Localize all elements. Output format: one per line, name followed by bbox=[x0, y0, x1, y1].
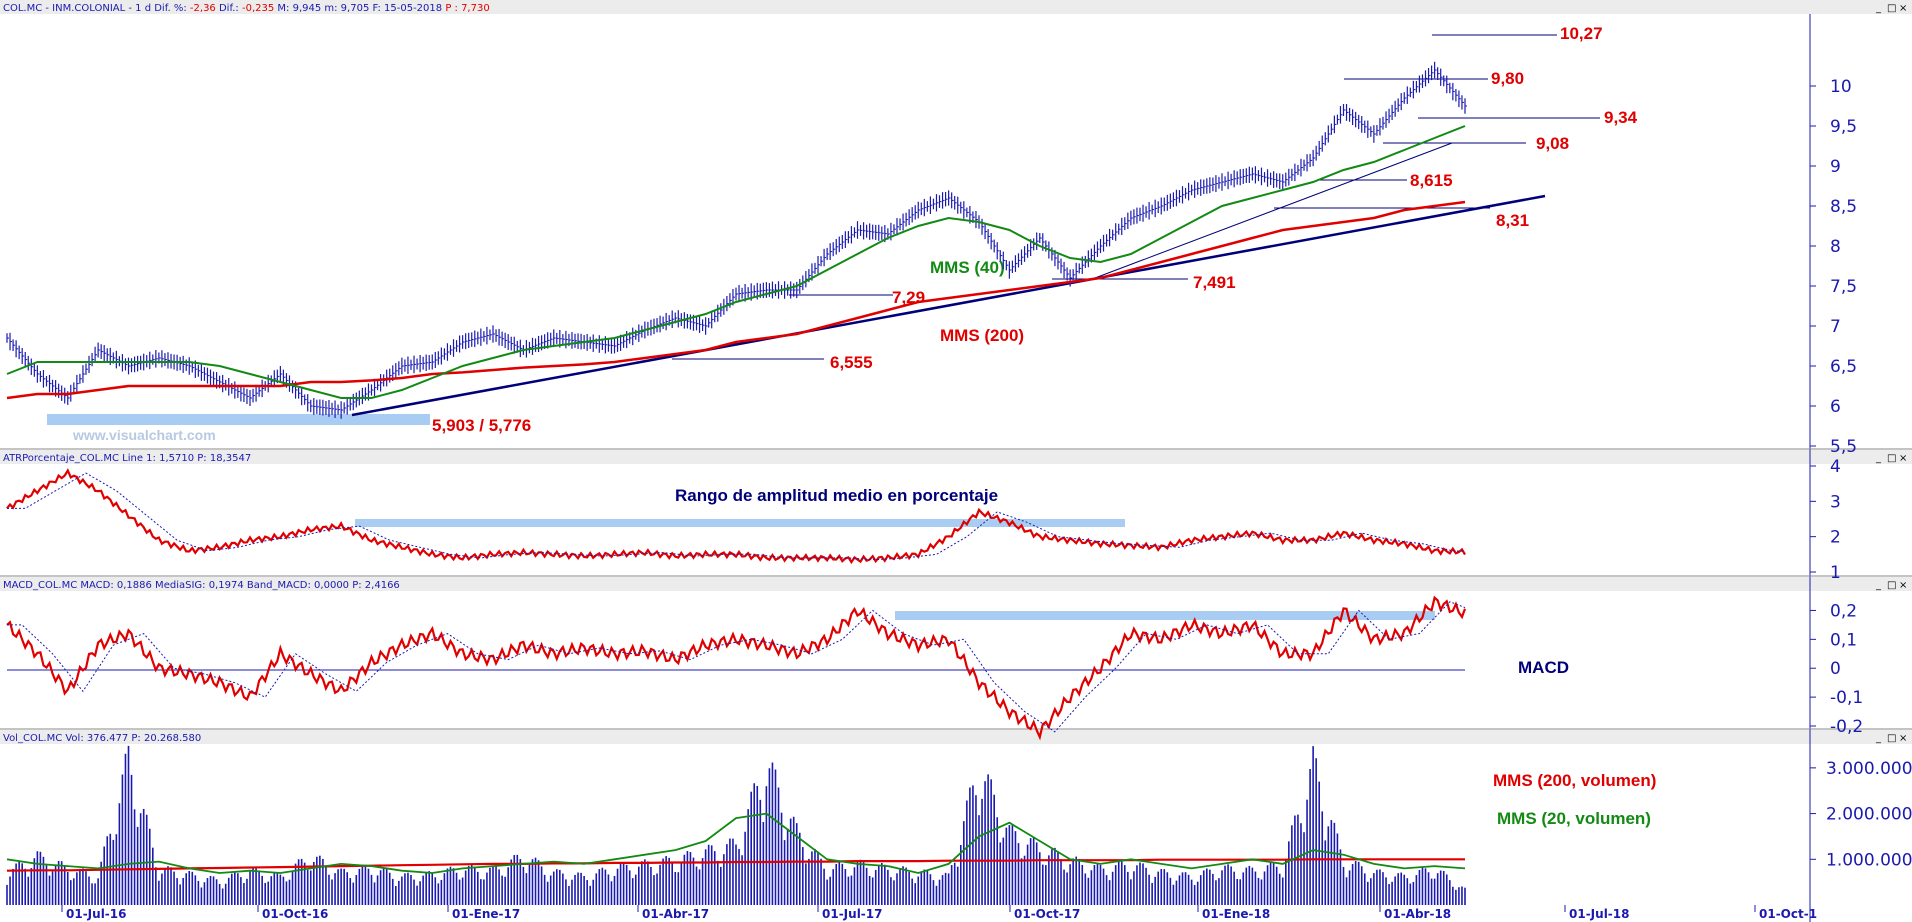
vol-ma20-line bbox=[6, 812, 1466, 874]
y-tick-label: 7,5 bbox=[1830, 277, 1857, 297]
label-9-34: 9,34 bbox=[1604, 108, 1638, 127]
minimize-icon[interactable]: _ bbox=[1875, 580, 1882, 591]
atr-y-tick-label: 2 bbox=[1830, 528, 1841, 548]
atr-y-tick-label: 3 bbox=[1830, 492, 1841, 512]
minimize-icon[interactable]: _ bbox=[1875, 733, 1882, 744]
atr-panel-title: Rango de amplitud medio en porcentaje bbox=[675, 486, 998, 505]
macd-y-tick-label: 0,2 bbox=[1830, 601, 1857, 621]
macd-panel-header-bar bbox=[0, 577, 1912, 591]
minimize-icon[interactable]: _ bbox=[1875, 3, 1882, 14]
x-tick-label: 01-Jul-17 bbox=[822, 907, 882, 921]
secondary-trendline bbox=[1094, 142, 1453, 279]
atr-window-controls[interactable]: _ □ × bbox=[1875, 453, 1907, 464]
macd-y-tick-label: -0,2 bbox=[1830, 717, 1863, 737]
label-9-08: 9,08 bbox=[1536, 134, 1569, 153]
price-panel-header: COL.MC - INM.COLONIAL - 1 d Dif. %: -2,3… bbox=[3, 3, 490, 14]
vol-y-tick-label: 2.000.000 bbox=[1826, 805, 1912, 825]
maximize-icon[interactable]: □ bbox=[1887, 453, 1896, 464]
macd-window-controls[interactable]: _ □ × bbox=[1875, 580, 1907, 591]
vol-y-tick-label: 3.000.000 bbox=[1826, 759, 1912, 779]
x-tick-label: 01-Jul-16 bbox=[66, 907, 126, 921]
macd-panel-header: MACD_COL.MC MACD: 0,1886 MediaSIG: 0,197… bbox=[3, 580, 400, 591]
y-tick-label: 8,5 bbox=[1830, 197, 1857, 217]
atr-y-tick-label: 1 bbox=[1830, 563, 1841, 583]
label-8-31: 8,31 bbox=[1496, 211, 1529, 230]
vol-ma20-label: MMS (20, volumen) bbox=[1497, 809, 1651, 828]
close-icon[interactable]: × bbox=[1899, 3, 1907, 14]
label-7-491: 7,491 bbox=[1193, 273, 1236, 292]
y-tick-label: 5,5 bbox=[1830, 437, 1857, 457]
chart-marks: 109,598,587,576,565,501-Jul-16 01-Oct-16 0… bbox=[6, 61, 1912, 921]
atr-line bbox=[6, 468, 1466, 565]
close-icon[interactable]: × bbox=[1899, 580, 1907, 591]
ma200-line bbox=[6, 200, 1466, 400]
label-10-27: 10,27 bbox=[1560, 24, 1603, 43]
vol-ma200-label: MMS (200, volumen) bbox=[1493, 771, 1656, 790]
close-icon[interactable]: × bbox=[1899, 733, 1907, 744]
maximize-icon[interactable]: □ bbox=[1887, 580, 1896, 591]
x-tick-label: 01-Abr-17 bbox=[642, 907, 709, 921]
main-trendline bbox=[351, 194, 1546, 417]
vol-ma200-line bbox=[6, 858, 1465, 872]
minimize-icon[interactable]: _ bbox=[1875, 453, 1882, 464]
x-tick-label: 01-Abr-18 bbox=[1384, 907, 1451, 921]
close-icon[interactable]: × bbox=[1899, 453, 1907, 464]
vol-window-controls[interactable]: _ □ × bbox=[1875, 733, 1907, 744]
macd-y-tick-label: 0,1 bbox=[1830, 630, 1857, 650]
support-zone-highlight bbox=[47, 414, 430, 425]
macd-line bbox=[6, 595, 1467, 741]
x-tick-label: 01-Oct-1 bbox=[1759, 907, 1817, 921]
y-tick-label: 8 bbox=[1830, 237, 1841, 257]
maximize-icon[interactable]: □ bbox=[1887, 733, 1896, 744]
x-tick-label: 01-Oct-17 bbox=[1014, 907, 1080, 921]
macd-highlight-band bbox=[895, 611, 1435, 620]
atr-highlight-band bbox=[355, 519, 1125, 527]
label-5-903-5-776: 5,903 / 5,776 bbox=[432, 416, 531, 435]
atr-signal-line bbox=[7, 472, 1466, 561]
y-tick-label: 6,5 bbox=[1830, 357, 1857, 377]
vol-panel-header: Vol_COL.MC Vol: 376.477 P: 20.268.580 bbox=[3, 733, 201, 744]
ma40-line bbox=[6, 125, 1466, 399]
y-tick-label: 7 bbox=[1830, 317, 1841, 337]
x-tick-label: 01-Ene-17 bbox=[452, 907, 520, 921]
atr-panel-header: ATRPorcentaje_COL.MC Line 1: 1,5710 P: 1… bbox=[3, 453, 251, 464]
macd-panel-title: MACD bbox=[1518, 658, 1569, 677]
y-tick-label: 9,5 bbox=[1830, 117, 1857, 137]
maximize-icon[interactable]: □ bbox=[1887, 3, 1896, 14]
watermark: www.visualchart.com bbox=[72, 427, 216, 443]
label-8-615: 8,615 bbox=[1410, 171, 1453, 190]
label-mms-40: MMS (40) bbox=[930, 258, 1005, 277]
y-tick-label: 6 bbox=[1830, 397, 1841, 417]
atr-panel-header-bar bbox=[0, 450, 1912, 464]
label-6-555: 6,555 bbox=[830, 353, 873, 372]
vol-panel-header-bar bbox=[0, 730, 1912, 744]
price-window-controls[interactable]: _ □ × bbox=[1875, 3, 1907, 14]
x-tick-label: 01-Jul-18 bbox=[1569, 907, 1629, 921]
vol-y-tick-label: 1.000.000 bbox=[1826, 850, 1912, 870]
atr-y-tick-label: 4 bbox=[1830, 457, 1841, 477]
y-tick-label: 9 bbox=[1830, 157, 1841, 177]
label-9-80: 9,80 bbox=[1491, 69, 1524, 88]
price-panel-header-bar bbox=[0, 0, 1912, 14]
x-tick-label: 01-Oct-16 bbox=[262, 907, 328, 921]
x-tick-label: 01-Ene-18 bbox=[1202, 907, 1270, 921]
macd-y-tick-label: 0 bbox=[1830, 659, 1841, 679]
macd-y-tick-label: -0,1 bbox=[1830, 688, 1863, 708]
y-tick-label: 10 bbox=[1830, 77, 1852, 97]
label-mms-200: MMS (200) bbox=[940, 326, 1024, 345]
